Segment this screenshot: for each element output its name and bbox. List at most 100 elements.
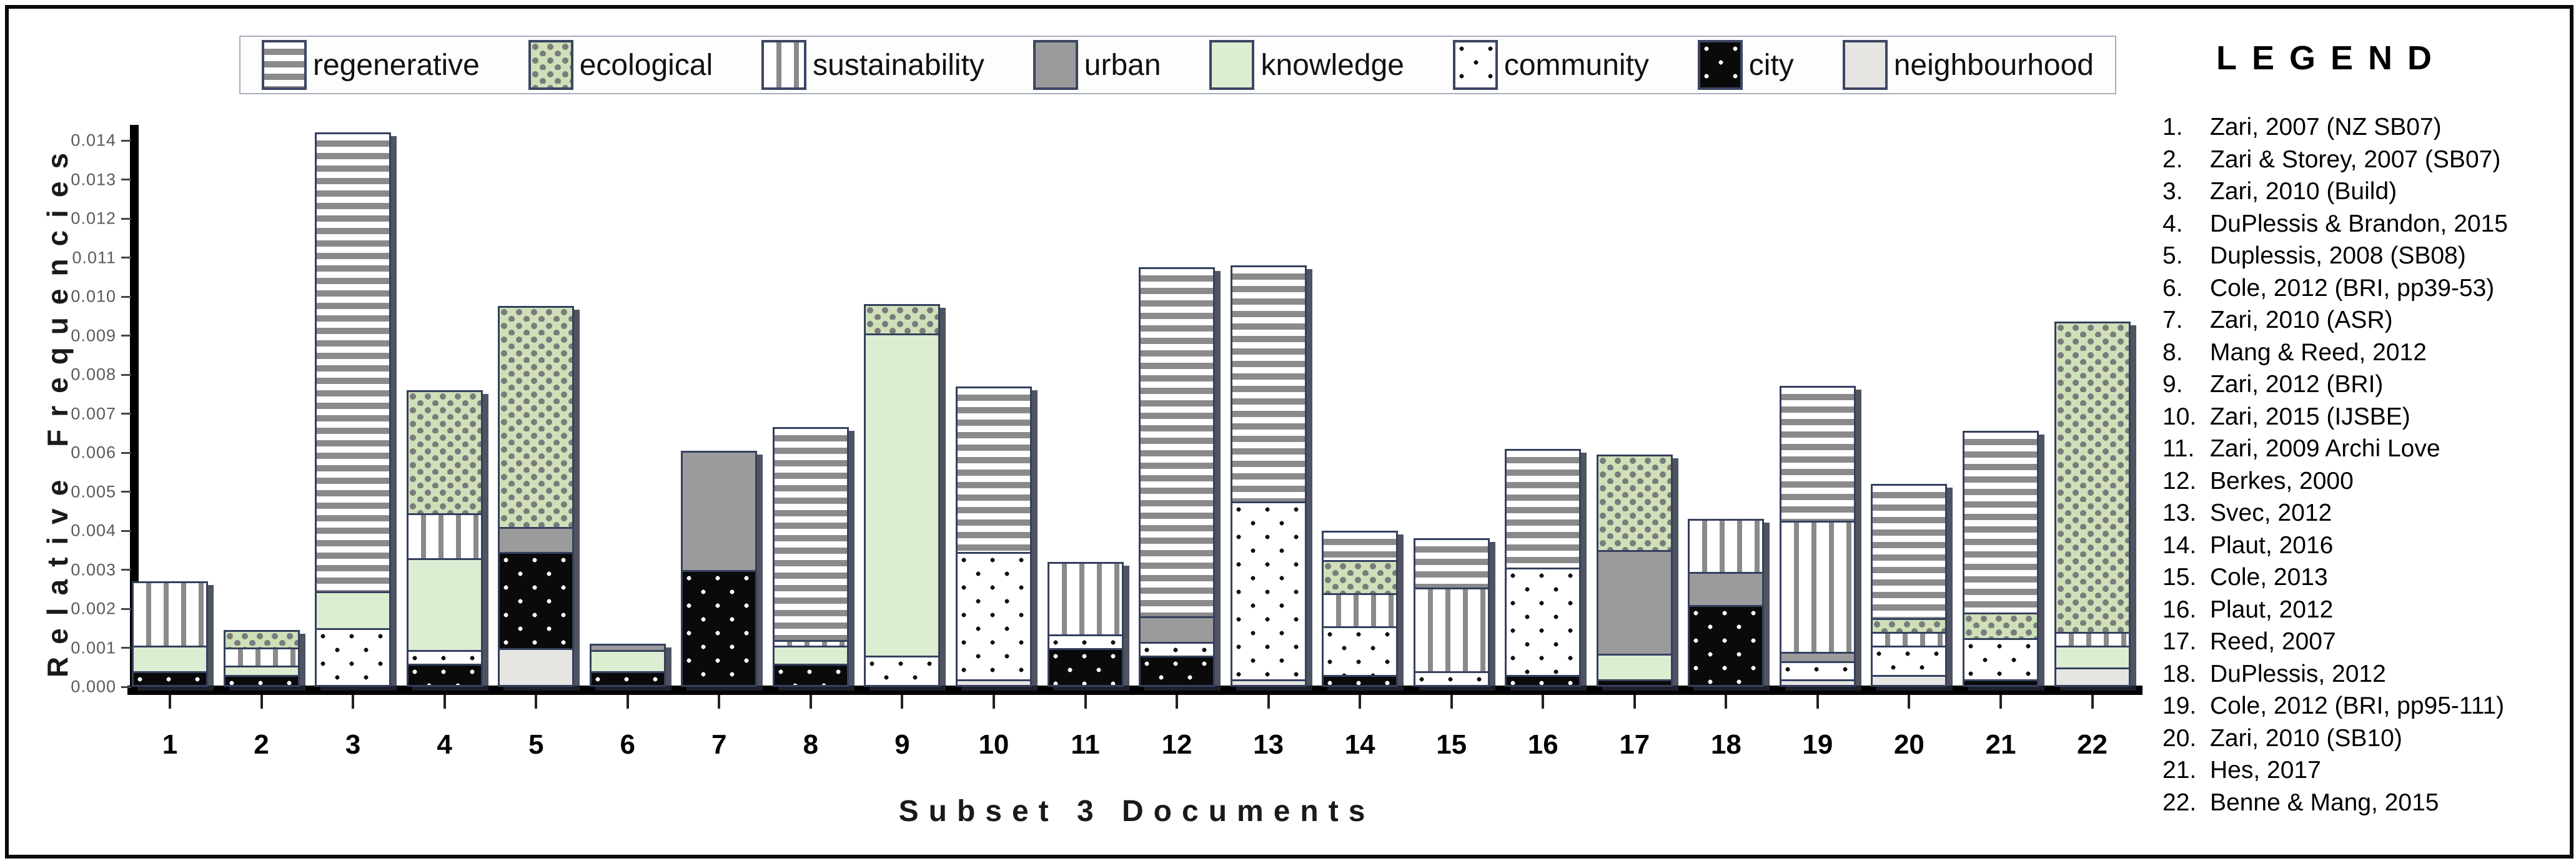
bar-9-segment-knowledge bbox=[864, 333, 941, 657]
legend-entry-text: Cole, 2012 (BRI, pp39-53) bbox=[2210, 274, 2495, 302]
legend-entry-text: Benne & Mang, 2015 bbox=[2210, 789, 2439, 816]
bar-3-segment-knowledge bbox=[315, 591, 392, 631]
bar-10-segment-community bbox=[955, 552, 1032, 681]
legend-entry-5: 5. Duplessis, 2008 (SB08) bbox=[2162, 240, 2569, 272]
y-axis-tick bbox=[121, 647, 131, 649]
bar-2 bbox=[223, 630, 300, 687]
x-axis-label-17: 17 bbox=[1619, 729, 1650, 760]
x-axis-label-16: 16 bbox=[1527, 729, 1558, 760]
legend-swatch-neighbourhood bbox=[1842, 40, 1888, 90]
y-axis-tick bbox=[121, 529, 131, 532]
bar-14-segment-community bbox=[1322, 626, 1399, 677]
x-axis-tick bbox=[1633, 695, 1636, 709]
bar-19 bbox=[1779, 386, 1856, 687]
x-axis-label-7: 7 bbox=[711, 729, 727, 760]
legend-entry-number: 12. bbox=[2162, 467, 2197, 494]
bar-9-segment-community bbox=[864, 656, 941, 687]
x-axis-tick bbox=[260, 695, 263, 709]
bar-22-segment-knowledge bbox=[2054, 646, 2131, 669]
x-axis-tick bbox=[169, 695, 171, 709]
legend-entry-text: Zari, 2010 (SB10) bbox=[2210, 724, 2402, 752]
bar-13-segment-community bbox=[1230, 501, 1307, 681]
bar-19-segment-community bbox=[1779, 661, 1856, 681]
bar-22 bbox=[2054, 322, 2131, 687]
bar-6-segment-knowledge bbox=[589, 649, 666, 673]
legend-entry-text: Berkes, 2000 bbox=[2210, 467, 2354, 494]
x-axis-title: Subset 3 Documents bbox=[898, 795, 1375, 828]
bar-8-segment-regenerative bbox=[772, 427, 849, 642]
y-axis-tick bbox=[121, 139, 131, 142]
bar-10 bbox=[955, 386, 1032, 687]
x-axis-label-11: 11 bbox=[1071, 729, 1100, 760]
x-axis-label-10: 10 bbox=[978, 729, 1009, 760]
bar-3-segment-community bbox=[315, 628, 392, 687]
x-axis-tick bbox=[1176, 695, 1179, 709]
x-axis-label-6: 6 bbox=[620, 729, 635, 760]
x-axis-tick bbox=[718, 695, 721, 709]
x-axis-tick bbox=[535, 695, 538, 709]
legend-entry-number: 19. bbox=[2162, 692, 2197, 719]
citation-legend-list: 1. Zari, 2007 (NZ SB07) 2. Zari & Storey, 2… bbox=[2162, 111, 2569, 819]
legend-entry-number: 13. bbox=[2162, 499, 2197, 526]
x-axis-label-2: 2 bbox=[254, 729, 269, 760]
legend-entry-text: Zari, 2015 (IJSBE) bbox=[2210, 403, 2410, 430]
y-axis-tick-label: 0.011 bbox=[72, 248, 116, 267]
legend-swatch-sustainability bbox=[761, 40, 807, 90]
y-axis-tick-label: 0.004 bbox=[71, 521, 116, 540]
bar-16-segment-regenerative bbox=[1505, 448, 1582, 570]
legend-entry-11: 11. Zari, 2009 Archi Love bbox=[2162, 433, 2569, 465]
legend-entry-number: 21. bbox=[2162, 757, 2197, 784]
x-axis-tick bbox=[352, 695, 355, 709]
legend-entry-7: 7. Zari, 2010 (ASR) bbox=[2162, 304, 2569, 337]
bar-19-segment-neighbourhood bbox=[1779, 679, 1856, 687]
bar-20-segment-neighbourhood bbox=[1871, 675, 1948, 687]
bar-21-segment-ecological bbox=[1963, 613, 2039, 640]
bar-15-segment-sustainability bbox=[1413, 587, 1490, 673]
legend-entry-8: 8. Mang & Reed, 2012 bbox=[2162, 337, 2569, 369]
bar-20-segment-regenerative bbox=[1871, 483, 1948, 621]
bar-19-segment-regenerative bbox=[1779, 386, 1856, 523]
legend-label-neighbourhood: neighbourhood bbox=[1893, 48, 2094, 82]
legend-entry-21: 21. Hes, 2017 bbox=[2162, 754, 2569, 787]
legend-entry-number: 4. bbox=[2162, 210, 2183, 237]
legend-entry-number: 17. bbox=[2162, 628, 2197, 655]
x-axis-label-4: 4 bbox=[437, 729, 452, 760]
legend-swatch-ecological bbox=[528, 40, 573, 90]
bar-2-segment-sustainability bbox=[223, 647, 300, 667]
y-axis-tick-label: 0.010 bbox=[71, 287, 116, 306]
bar-2-segment-city bbox=[223, 675, 300, 687]
legend-label-knowledge: knowledge bbox=[1261, 48, 1404, 82]
bar-4 bbox=[406, 390, 483, 687]
bar-10-segment-neighbourhood bbox=[955, 679, 1032, 687]
x-axis-label-8: 8 bbox=[803, 729, 819, 760]
legend-entry-14: 14. Plaut, 2016 bbox=[2162, 529, 2569, 562]
legend-entry-number: 3. bbox=[2162, 178, 2183, 205]
legend-entry-text: Zari, 2010 (ASR) bbox=[2210, 307, 2393, 333]
bar-20-segment-community bbox=[1871, 646, 1948, 677]
legend-item-ecological: ecological bbox=[528, 40, 713, 90]
bar-4-segment-city bbox=[406, 663, 483, 687]
legend-swatch-community bbox=[1452, 40, 1498, 90]
legend-entry-text: Zari, 2012 (BRI) bbox=[2210, 371, 2384, 398]
y-axis-tick-label: 0.001 bbox=[71, 638, 116, 657]
legend-label-ecological: ecological bbox=[579, 48, 713, 82]
bar-5 bbox=[498, 306, 575, 687]
legend-entry-text: Svec, 2012 bbox=[2210, 499, 2332, 526]
bar-6 bbox=[589, 644, 666, 687]
bar-6-segment-city bbox=[589, 671, 666, 687]
y-axis-tick-label: 0.003 bbox=[71, 560, 116, 579]
bar-18-segment-city bbox=[1688, 604, 1765, 687]
legend-entry-3: 3. Zari, 2010 (Build) bbox=[2162, 175, 2569, 208]
bar-18 bbox=[1688, 519, 1765, 687]
legend-entry-number: 1. bbox=[2162, 114, 2183, 140]
pattern-legend: regenerative ecological sustainability urba… bbox=[239, 36, 2116, 94]
legend-entry-22: 22. Benne & Mang, 2015 bbox=[2162, 787, 2569, 819]
bar-17-segment-knowledge bbox=[1596, 653, 1673, 681]
bar-1-segment-sustainability bbox=[132, 581, 208, 648]
y-axis-tick-label: 0.009 bbox=[71, 326, 116, 345]
x-axis-label-14: 14 bbox=[1344, 729, 1375, 760]
legend-entry-number: 5. bbox=[2162, 242, 2183, 269]
bar-12 bbox=[1139, 267, 1216, 687]
legend-entry-number: 11. bbox=[2162, 435, 2195, 462]
bar-21-segment-regenerative bbox=[1963, 431, 2039, 614]
